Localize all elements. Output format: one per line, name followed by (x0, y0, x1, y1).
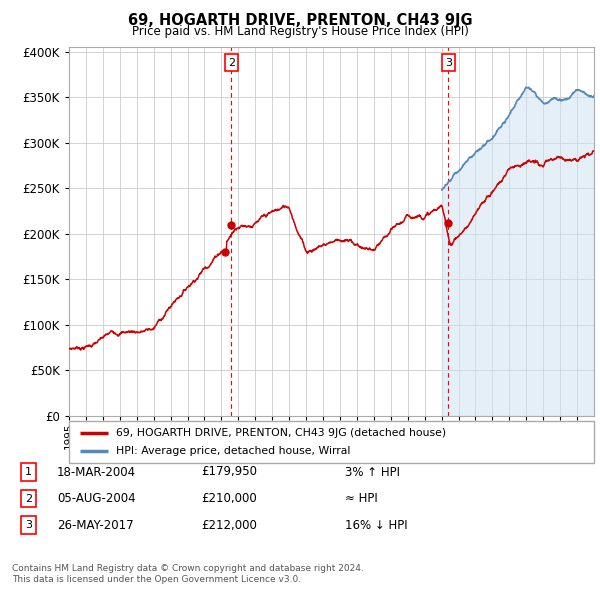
Text: 69, HOGARTH DRIVE, PRENTON, CH43 9JG: 69, HOGARTH DRIVE, PRENTON, CH43 9JG (128, 13, 472, 28)
Text: 16% ↓ HPI: 16% ↓ HPI (345, 519, 407, 532)
Text: 3: 3 (25, 520, 32, 530)
Text: 2: 2 (25, 494, 32, 503)
Text: 3% ↑ HPI: 3% ↑ HPI (345, 466, 400, 478)
Text: Contains HM Land Registry data © Crown copyright and database right 2024.: Contains HM Land Registry data © Crown c… (12, 565, 364, 573)
Text: 26-MAY-2017: 26-MAY-2017 (57, 519, 134, 532)
Text: 69, HOGARTH DRIVE, PRENTON, CH43 9JG (detached house): 69, HOGARTH DRIVE, PRENTON, CH43 9JG (de… (116, 428, 446, 438)
Text: 18-MAR-2004: 18-MAR-2004 (57, 466, 136, 478)
Text: HPI: Average price, detached house, Wirral: HPI: Average price, detached house, Wirr… (116, 446, 350, 456)
Text: £212,000: £212,000 (201, 519, 257, 532)
Text: Price paid vs. HM Land Registry's House Price Index (HPI): Price paid vs. HM Land Registry's House … (131, 25, 469, 38)
FancyBboxPatch shape (69, 421, 594, 463)
Text: ≈ HPI: ≈ HPI (345, 492, 378, 505)
Text: £210,000: £210,000 (201, 492, 257, 505)
Text: 2: 2 (228, 58, 235, 68)
Text: 3: 3 (445, 58, 452, 68)
Text: 1: 1 (25, 467, 32, 477)
Text: 05-AUG-2004: 05-AUG-2004 (57, 492, 136, 505)
Text: This data is licensed under the Open Government Licence v3.0.: This data is licensed under the Open Gov… (12, 575, 301, 584)
Text: £179,950: £179,950 (201, 466, 257, 478)
